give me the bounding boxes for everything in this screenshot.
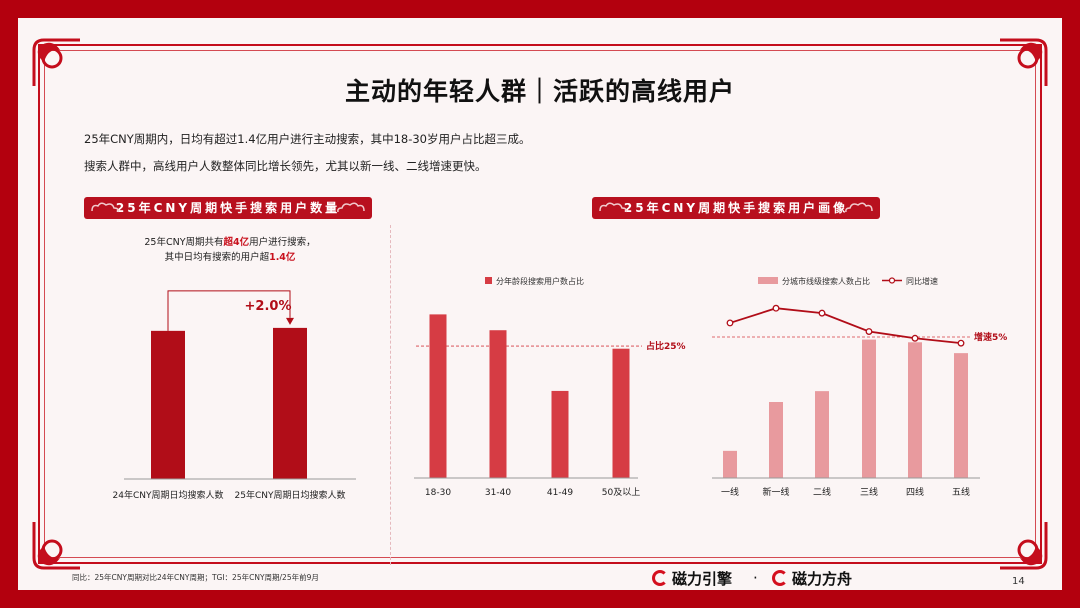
- x-tick-label: 四线: [906, 486, 924, 498]
- bar: [273, 327, 307, 479]
- corner-ornament-icon: [1000, 38, 1048, 86]
- logo-c-icon: [772, 570, 788, 586]
- x-tick-label: 18-30: [425, 488, 451, 498]
- x-tick-label: 新一线: [762, 486, 789, 498]
- x-tick-label: 50及以上: [602, 487, 640, 498]
- annotation-line-2: 其中日均有搜索的用户超1.4亿: [165, 251, 296, 263]
- cloud-ornament-icon: [599, 202, 627, 213]
- line-point: [911, 334, 919, 342]
- legend-swatch-bar: [758, 277, 778, 284]
- bar: [151, 330, 185, 479]
- section-header-right: 25年CNY周期快手搜索用户画像: [592, 197, 880, 219]
- frame-border-inner: [44, 50, 1036, 558]
- logo-cili-ark: 磁力方舟: [772, 568, 852, 589]
- bar: [429, 314, 447, 478]
- line-point: [865, 328, 873, 335]
- corner-ornament-icon: [32, 522, 80, 570]
- line-point: [957, 339, 965, 347]
- x-tick-label: 五线: [952, 486, 970, 498]
- frame-border: [38, 44, 1042, 564]
- section-header-left: 25年CNY周期快手搜索用户数量: [84, 197, 372, 219]
- line-point: [726, 319, 734, 327]
- section-title-right: 25年CNY周期快手搜索用户画像: [623, 201, 849, 215]
- cloud-ornament-icon: [845, 202, 873, 213]
- bar: [723, 450, 737, 478]
- chart-age-distribution: 分年龄段搜索用户数占比 18-30 31-40 41-49 50及以上 占比25%: [414, 276, 686, 498]
- x-tick-label: 31-40: [485, 488, 511, 498]
- legend-label: 分年龄段搜索用户数占比: [496, 276, 584, 286]
- line-point: [772, 304, 780, 312]
- bar: [908, 342, 922, 478]
- legend-marker-icon: [888, 277, 896, 284]
- slide-background: [18, 18, 1062, 590]
- growth-label: +2.0%: [245, 299, 292, 314]
- annotation-line-1: 25年CNY周期共有超4亿用户进行搜索，: [144, 236, 315, 248]
- bar: [612, 348, 630, 478]
- section-title-left: 25年CNY周期快手搜索用户数量: [115, 201, 341, 215]
- corner-ornament-icon: [1000, 522, 1048, 570]
- reference-label: 占比25%: [646, 340, 686, 352]
- page-title: 主动的年轻人群｜活跃的高线用户: [344, 77, 735, 106]
- growth-arrow-icon: [286, 317, 294, 325]
- x-tick-label: 一线: [721, 486, 739, 498]
- reference-label: 增速5%: [974, 331, 1007, 343]
- line-point: [818, 309, 826, 317]
- x-tick-label: 24年CNY周期日均搜索人数: [113, 489, 224, 501]
- legend-label-line: 同比增速: [906, 276, 938, 286]
- chart-city-tier: 分城市线级搜索人数占比 同比增速 增速5% 一线 新一线 二线 三线 四线 五线: [712, 276, 1007, 498]
- cloud-ornament-icon: [91, 202, 119, 213]
- x-tick-label: 二线: [813, 486, 831, 498]
- growth-bracket: [167, 290, 291, 331]
- bar: [489, 330, 507, 478]
- description-line-2: 搜索人群中，高线用户人数整体同比增长领先，尤其以新一线、二线增速更快。: [84, 159, 487, 173]
- bar: [862, 339, 876, 478]
- logo-separator: ·: [753, 569, 758, 587]
- page-number: 14: [1012, 576, 1025, 587]
- section-divider: [390, 225, 391, 565]
- corner-ornament-icon: [32, 38, 80, 86]
- x-tick-label: 41-49: [547, 488, 573, 498]
- bar: [815, 391, 829, 478]
- description-line-1: 25年CNY周期内，日均有超过1.4亿用户进行主动搜索，其中18-30岁用户占比…: [84, 132, 531, 146]
- legend-label-bar: 分城市线级搜索人数占比: [782, 276, 870, 286]
- x-tick-label: 三线: [860, 486, 878, 498]
- logo-c-icon: [652, 570, 668, 586]
- footnote: 同比：25年CNY周期对比24年CNY周期；TGI：25年CNY周期/25年前9…: [72, 573, 319, 582]
- logo-cili-engine: 磁力引擎: [652, 568, 732, 589]
- cloud-ornament-icon: [337, 202, 365, 213]
- chart-daily-search-users: 25年CNY周期共有超4亿用户进行搜索， 其中日均有搜索的用户超1.4亿 24年…: [113, 236, 356, 501]
- bar: [769, 402, 783, 478]
- x-tick-label: 25年CNY周期日均搜索人数: [235, 489, 346, 501]
- legend-swatch: [485, 277, 492, 284]
- bar: [954, 353, 968, 478]
- bar: [551, 390, 569, 478]
- growth-line: [729, 307, 962, 345]
